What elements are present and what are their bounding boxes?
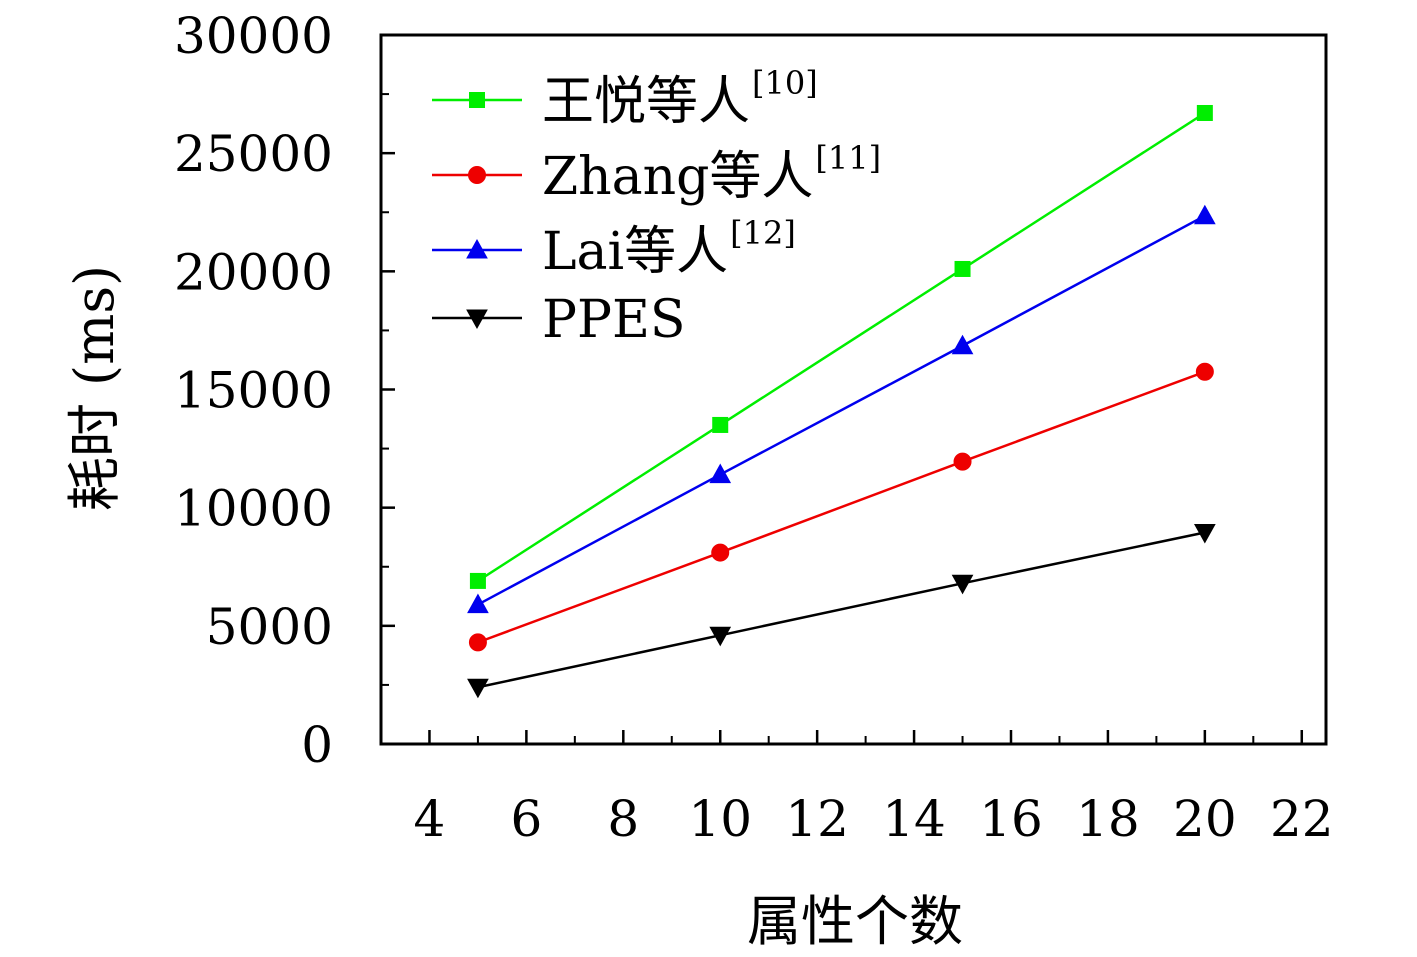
- data-point: [1193, 523, 1216, 544]
- legend-marker: [466, 309, 488, 330]
- legend-reference: [11]: [815, 139, 881, 177]
- y-tick-label: 20000: [174, 243, 333, 301]
- series-3: [467, 523, 1216, 699]
- legend-marker: [469, 92, 485, 108]
- x-tick-label: 12: [785, 790, 849, 848]
- legend: 王悦等人 [10] Zhang等人 [11] Lai等人 [12] PPES: [432, 64, 881, 350]
- y-tick-label: 0: [301, 716, 333, 774]
- series-1: [468, 362, 1214, 652]
- data-point: [1193, 204, 1216, 225]
- series-line: [477, 214, 1206, 606]
- legend-label: PPES: [542, 290, 686, 350]
- data-point: [712, 416, 729, 433]
- series-layer: [467, 104, 1216, 699]
- data-point: [711, 543, 730, 562]
- legend-item: PPES: [432, 290, 686, 350]
- legend-reference: [10]: [752, 64, 818, 102]
- data-point: [953, 452, 972, 471]
- legend-reference: [12]: [730, 214, 796, 252]
- data-point: [954, 260, 971, 277]
- y-tick-label: 30000: [174, 7, 333, 65]
- data-point: [468, 633, 487, 652]
- x-tick-label: 20: [1173, 790, 1237, 848]
- y-axis-title: 耗时 (ms): [63, 265, 126, 511]
- legend-marker: [466, 238, 488, 259]
- data-point: [467, 678, 489, 699]
- y-tick-label: 10000: [174, 480, 333, 538]
- x-tick-label: 22: [1270, 790, 1334, 848]
- series-line: [477, 370, 1206, 644]
- data-point: [469, 572, 486, 589]
- x-tick-label: 10: [688, 790, 752, 848]
- data-point: [709, 626, 732, 647]
- legend-item: Lai等人 [12]: [432, 214, 796, 282]
- data-point: [709, 463, 732, 484]
- series-2: [467, 204, 1216, 614]
- x-tick-label: 16: [979, 790, 1043, 848]
- data-point: [951, 334, 974, 355]
- legend-label: Zhang等人: [542, 147, 813, 207]
- data-point: [1195, 362, 1214, 381]
- y-tick-label: 5000: [206, 598, 333, 656]
- x-tick-label: 6: [510, 790, 542, 848]
- x-tick-label: 18: [1076, 790, 1140, 848]
- data-point: [951, 574, 974, 595]
- y-tick-label: 15000: [174, 362, 333, 420]
- legend-marker: [468, 166, 486, 184]
- legend-item: Zhang等人 [11]: [432, 139, 881, 207]
- series-line: [477, 111, 1206, 582]
- series-line: [477, 531, 1206, 689]
- x-tick-label: 4: [414, 790, 446, 848]
- legend-label: Lai等人: [542, 222, 728, 282]
- y-tick-label: 25000: [174, 125, 333, 183]
- x-tick-label: 8: [607, 790, 639, 848]
- legend-item: 王悦等人 [10]: [432, 64, 818, 132]
- series-0: [469, 104, 1213, 589]
- data-point: [1196, 104, 1213, 121]
- axes: 4 6 8 10 12 14 16 18 20 22 0 5000 10000 15000 20000 250…: [174, 7, 1334, 848]
- x-tick-label: 14: [882, 790, 946, 848]
- legend-label: 王悦等人: [542, 72, 750, 132]
- x-axis-title: 属性个数: [747, 890, 963, 953]
- data-point: [467, 593, 489, 614]
